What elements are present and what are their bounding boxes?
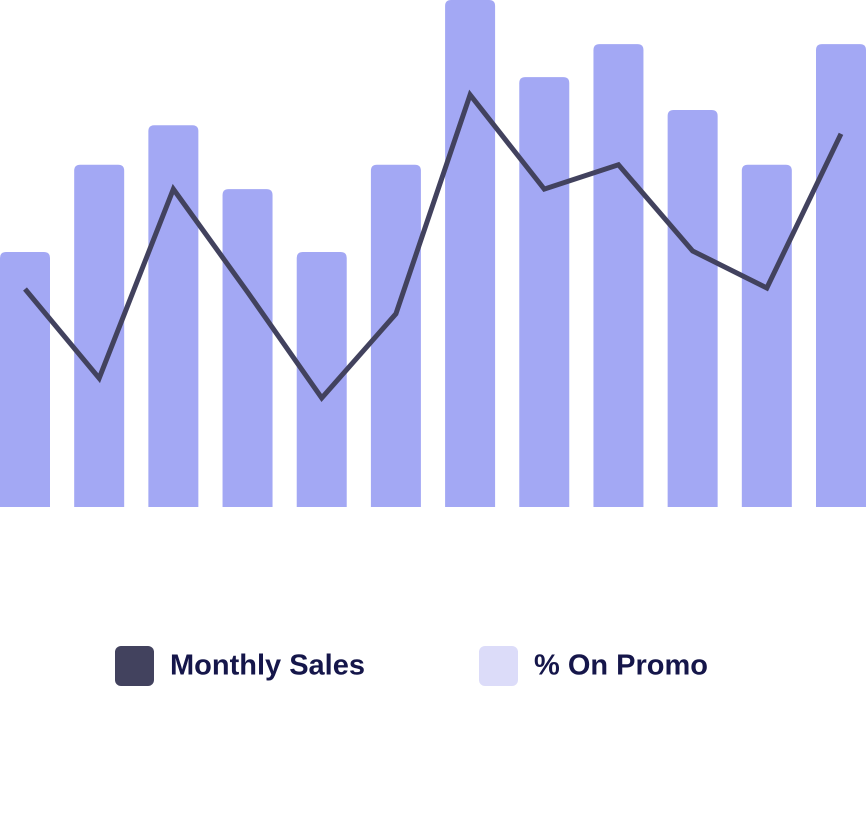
- bar: [296, 251, 347, 507]
- bar: [741, 164, 792, 507]
- bar: [593, 44, 644, 507]
- bar: [667, 110, 718, 508]
- legend-swatch: [115, 646, 154, 686]
- legend-label: % On Promo: [534, 650, 708, 682]
- bar: [370, 164, 421, 507]
- bar: [222, 189, 273, 507]
- bar: [74, 164, 125, 507]
- bar: [0, 251, 50, 507]
- legend-label: Monthly Sales: [170, 650, 365, 682]
- bar: [148, 125, 199, 507]
- bar: [445, 0, 496, 507]
- bar: [519, 77, 570, 508]
- bar: [816, 44, 866, 507]
- legend-swatch: [479, 646, 518, 686]
- line: [23, 89, 844, 403]
